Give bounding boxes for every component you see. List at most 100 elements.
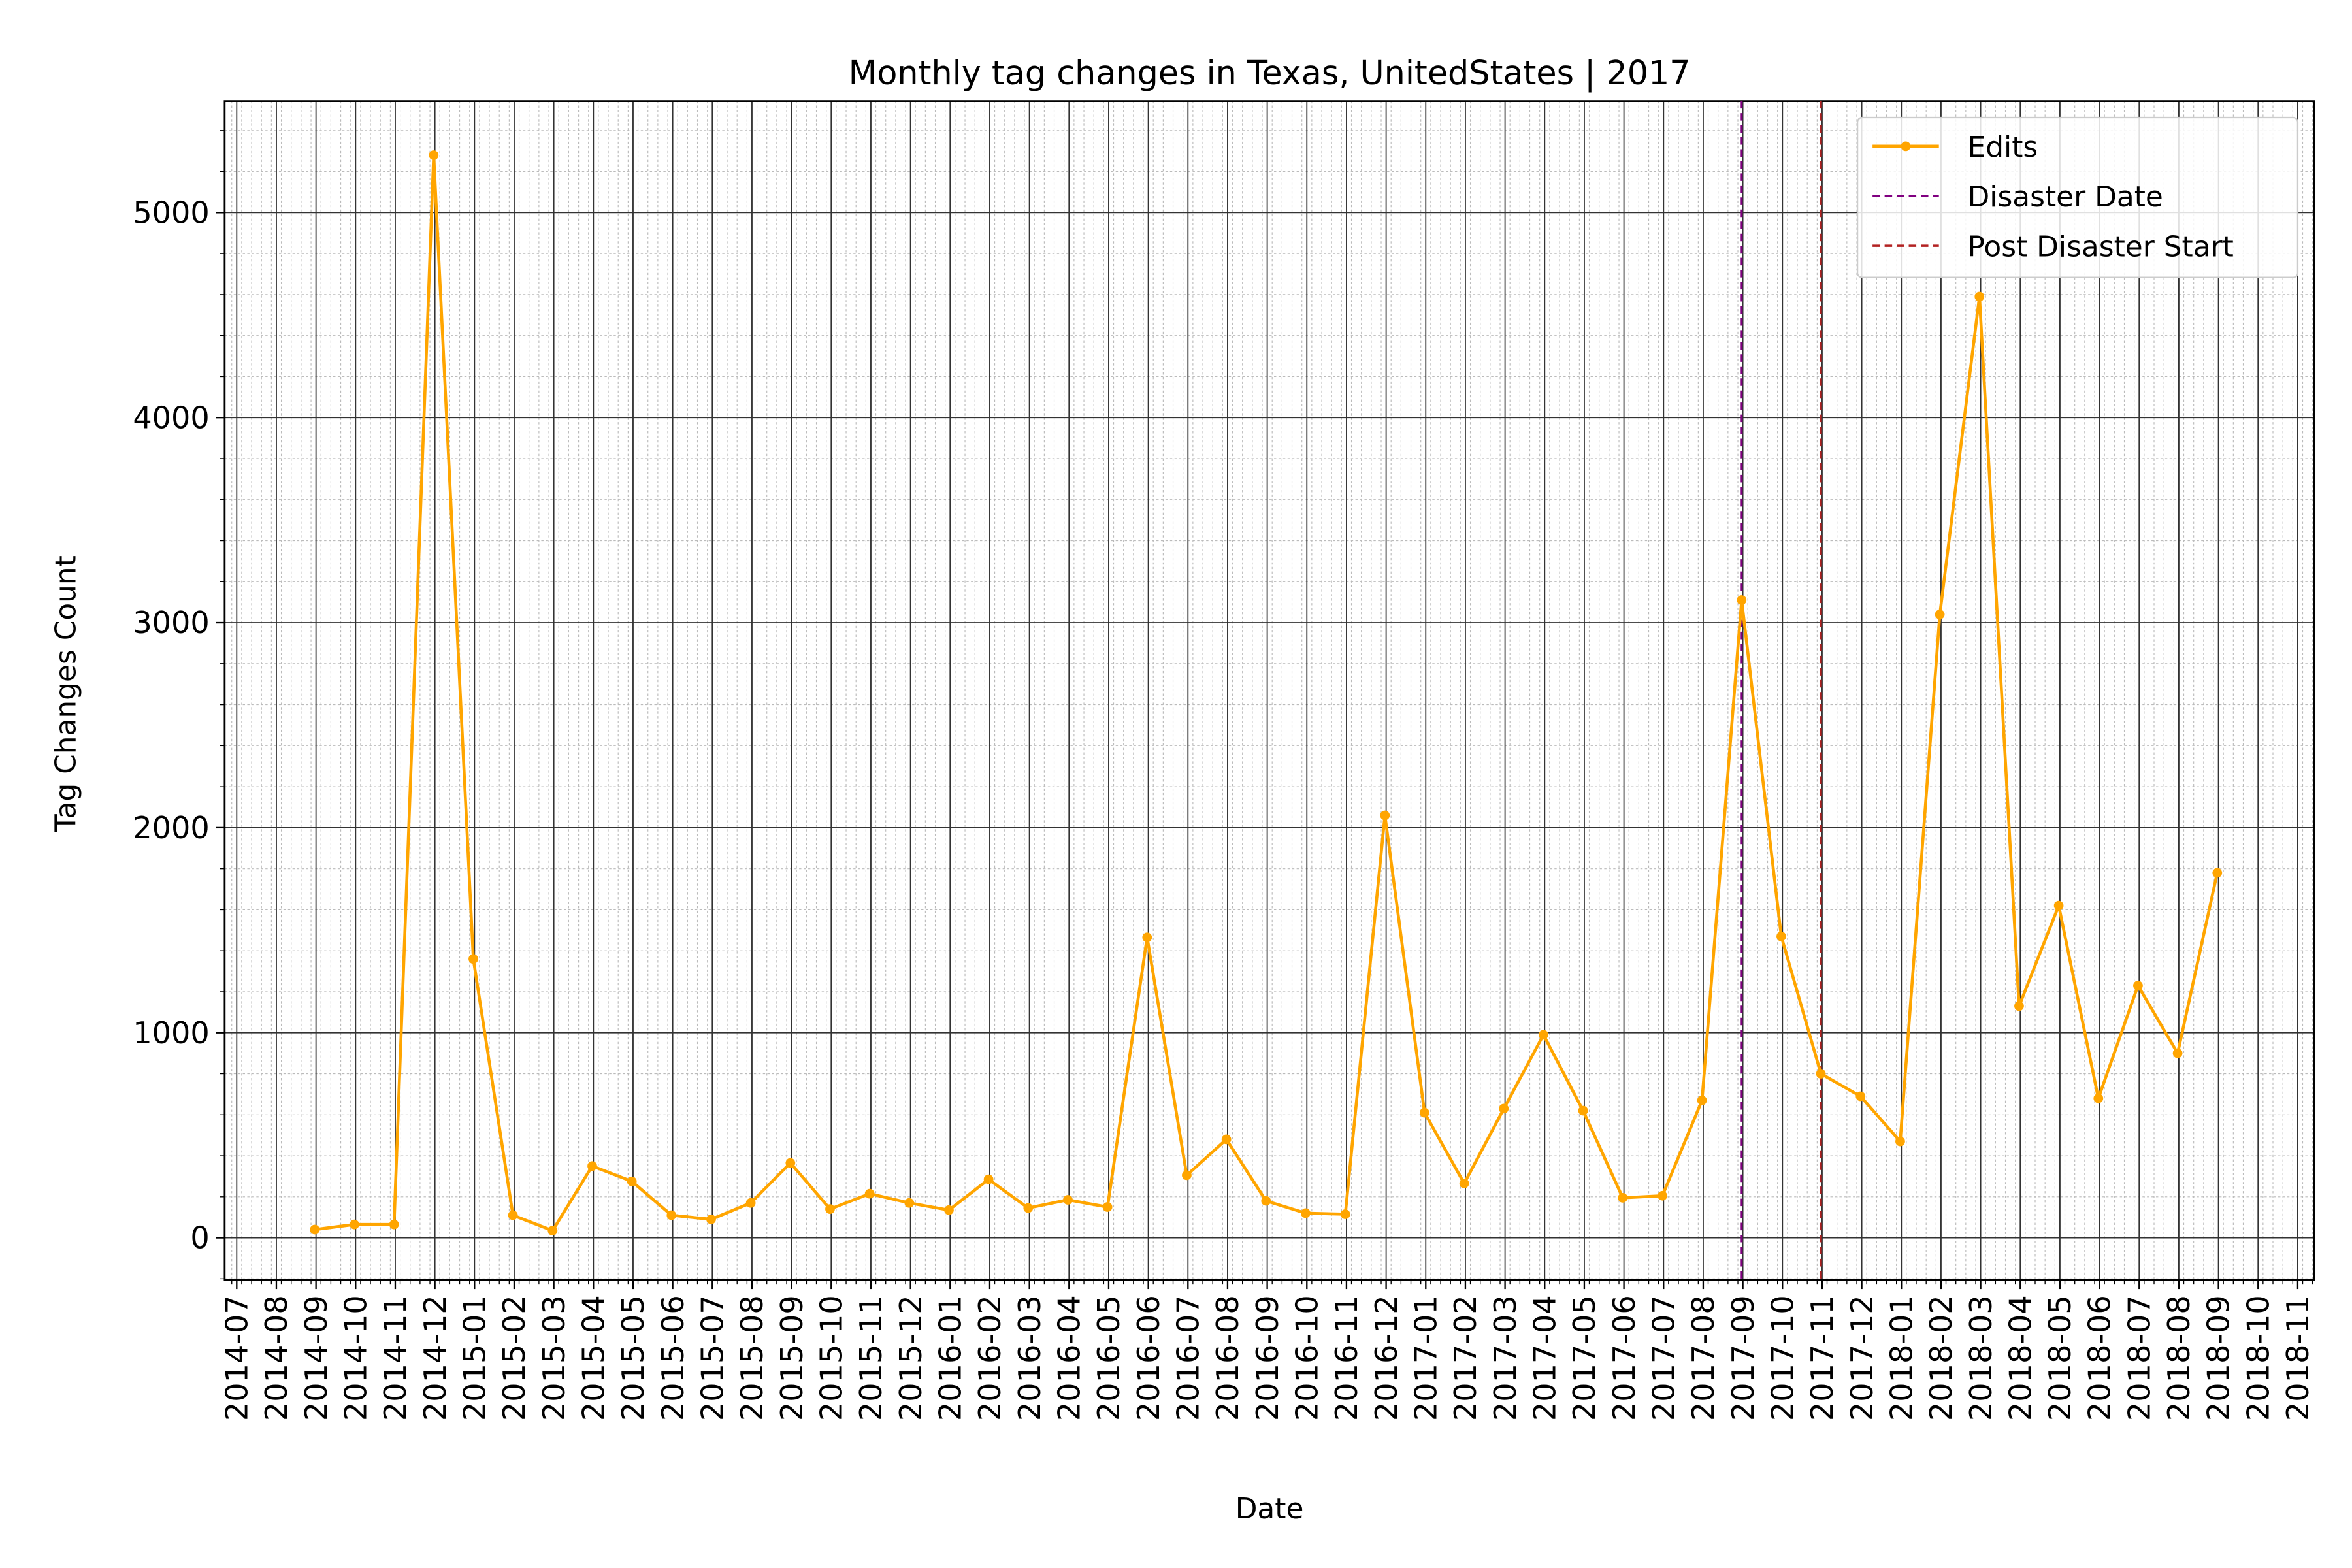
data-point xyxy=(2172,1048,2183,1058)
data-point xyxy=(2014,1001,2024,1011)
data-point xyxy=(1301,1208,1311,1218)
data-point xyxy=(1895,1136,1905,1147)
x-tick-label: 2015-07 xyxy=(694,1295,730,1421)
data-point xyxy=(1855,1091,1866,1102)
data-point xyxy=(666,1210,677,1220)
plot-frame xyxy=(223,100,2315,1281)
x-tick-label: 2015-08 xyxy=(734,1295,770,1421)
x-tick-label: 2016-12 xyxy=(1369,1295,1404,1421)
x-tick-label: 2015-05 xyxy=(615,1295,651,1421)
x-tick-label: 2017-11 xyxy=(1805,1295,1840,1421)
y-tick-label: 2000 xyxy=(133,810,209,845)
data-point xyxy=(1340,1209,1350,1219)
data-point xyxy=(745,1198,756,1208)
x-tick-label: 2017-10 xyxy=(1765,1295,1800,1421)
legend: Edits Disaster Date Post Disaster Start xyxy=(1856,116,2299,278)
data-point xyxy=(508,1210,518,1220)
data-point xyxy=(1261,1196,1271,1206)
y-axis-label: Tag Changes Count xyxy=(49,555,82,832)
data-point xyxy=(1776,931,1786,941)
x-tick-label: 2017-07 xyxy=(1646,1295,1681,1421)
x-tick-label: 2014-11 xyxy=(378,1295,413,1421)
x-tick-label: 2018-06 xyxy=(2082,1295,2117,1421)
data-point xyxy=(1539,1030,1548,1040)
x-tick-label: 2015-01 xyxy=(457,1295,492,1421)
x-tick-label: 2018-08 xyxy=(2161,1295,2197,1421)
data-point xyxy=(944,1205,954,1215)
y-tick-label: 0 xyxy=(190,1220,209,1256)
data-point xyxy=(904,1198,915,1208)
data-point xyxy=(389,1219,399,1230)
data-point xyxy=(1102,1202,1113,1212)
y-tick-label: 3000 xyxy=(133,605,209,640)
data-point xyxy=(1737,595,1747,605)
data-point xyxy=(864,1188,875,1199)
x-tick-label: 2017-05 xyxy=(1567,1295,1602,1421)
data-point xyxy=(1658,1190,1667,1201)
x-tick-label: 2016-10 xyxy=(1289,1295,1324,1421)
data-point xyxy=(825,1204,835,1215)
x-tick-label: 2015-11 xyxy=(853,1295,889,1421)
x-tick-label: 2017-12 xyxy=(1844,1295,1880,1421)
data-line xyxy=(314,155,2219,1233)
data-point xyxy=(547,1226,558,1235)
x-tick-label: 2018-01 xyxy=(1884,1295,1919,1421)
x-tick-label: 2014-10 xyxy=(338,1295,373,1421)
x-tick-label: 2018-11 xyxy=(2280,1295,2315,1421)
data-point xyxy=(2093,1093,2104,1103)
legend-label: Edits xyxy=(1968,131,2038,164)
y-tick-label: 4000 xyxy=(133,400,209,435)
data-point xyxy=(1618,1192,1628,1203)
x-tick-label: 2017-06 xyxy=(1607,1295,1642,1421)
legend-label: Post Disaster Start xyxy=(1968,230,2234,263)
data-point xyxy=(1063,1195,1073,1205)
data-point xyxy=(1935,610,1945,619)
x-axis-label: Date xyxy=(1235,1492,1304,1526)
x-tick-label: 2016-09 xyxy=(1250,1295,1285,1421)
data-point xyxy=(1578,1105,1588,1116)
data-point xyxy=(1499,1103,1509,1114)
data-point xyxy=(1142,932,1152,943)
x-tick-label: 2016-06 xyxy=(1131,1295,1166,1421)
legend-box xyxy=(1856,116,2299,278)
data-point xyxy=(706,1214,716,1224)
data-point xyxy=(310,1224,320,1235)
data-point xyxy=(2053,900,2064,911)
legend-marker xyxy=(1901,141,1911,152)
x-tick-label: 2015-10 xyxy=(813,1295,849,1421)
data-point xyxy=(627,1176,637,1186)
x-tick-label: 2017-01 xyxy=(1408,1295,1443,1421)
x-tick-label: 2015-04 xyxy=(576,1295,611,1421)
data-point xyxy=(350,1219,359,1230)
x-tick-label: 2016-11 xyxy=(1329,1295,1364,1421)
x-tick-label: 2018-07 xyxy=(2121,1295,2157,1421)
x-tick-label: 2015-12 xyxy=(893,1295,928,1421)
data-point xyxy=(2133,981,2143,990)
data-point xyxy=(587,1161,597,1171)
x-tick-label: 2017-09 xyxy=(1725,1295,1761,1421)
data-point xyxy=(1380,810,1390,821)
y-tick-label: 1000 xyxy=(133,1015,209,1051)
data-point xyxy=(1697,1095,1707,1105)
x-tick-label: 2016-02 xyxy=(972,1295,1007,1421)
data-point xyxy=(1420,1107,1429,1118)
x-tick-label: 2017-08 xyxy=(1686,1295,1721,1421)
data-point xyxy=(429,150,439,160)
x-tick-label: 2017-03 xyxy=(1488,1295,1523,1421)
x-tick-label: 2014-07 xyxy=(219,1295,254,1421)
x-tick-label: 2018-05 xyxy=(2042,1295,2078,1421)
x-tick-label: 2014-09 xyxy=(299,1295,334,1421)
data-point xyxy=(2212,868,2223,878)
x-tick-label: 2016-03 xyxy=(1012,1295,1047,1421)
x-tick-label: 2015-03 xyxy=(536,1295,572,1421)
x-tick-label: 2015-06 xyxy=(655,1295,691,1421)
x-tick-label: 2016-07 xyxy=(1170,1295,1205,1421)
x-tick-label: 2016-05 xyxy=(1091,1295,1126,1421)
x-tick-label: 2016-04 xyxy=(1051,1295,1086,1421)
data-point xyxy=(785,1158,796,1168)
x-tick-label: 2015-09 xyxy=(774,1295,809,1421)
chart-title: Monthly tag changes in Texas, UnitedStat… xyxy=(849,54,1691,93)
data-point xyxy=(1182,1170,1192,1181)
data-point xyxy=(1221,1134,1232,1145)
